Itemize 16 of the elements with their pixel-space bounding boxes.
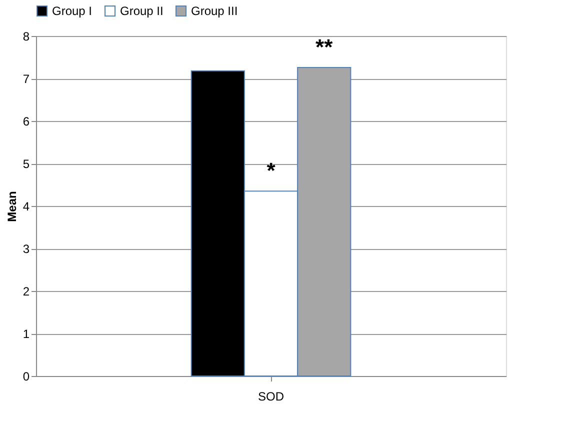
legend-label: Group II [120, 4, 164, 18]
y-tick-label: 2 [22, 284, 30, 298]
annotation: * [266, 158, 276, 184]
y-tick-label: 5 [22, 157, 30, 171]
y-tick-label: 7 [22, 72, 30, 86]
y-tick-label: 3 [22, 242, 30, 256]
y-axis-title: Mean [4, 191, 19, 222]
legend-label: Group I [52, 4, 92, 18]
x-tick-label: SOD [258, 390, 284, 404]
y-tick-label: 4 [22, 200, 30, 214]
legend-label: Group III [191, 4, 238, 18]
y-tick-label: 8 [22, 30, 30, 44]
annotation: ** [316, 34, 334, 60]
y-tick-label: 1 [22, 327, 30, 341]
y-tick-label: 6 [22, 114, 30, 128]
y-tick-label: 0 [22, 370, 30, 384]
